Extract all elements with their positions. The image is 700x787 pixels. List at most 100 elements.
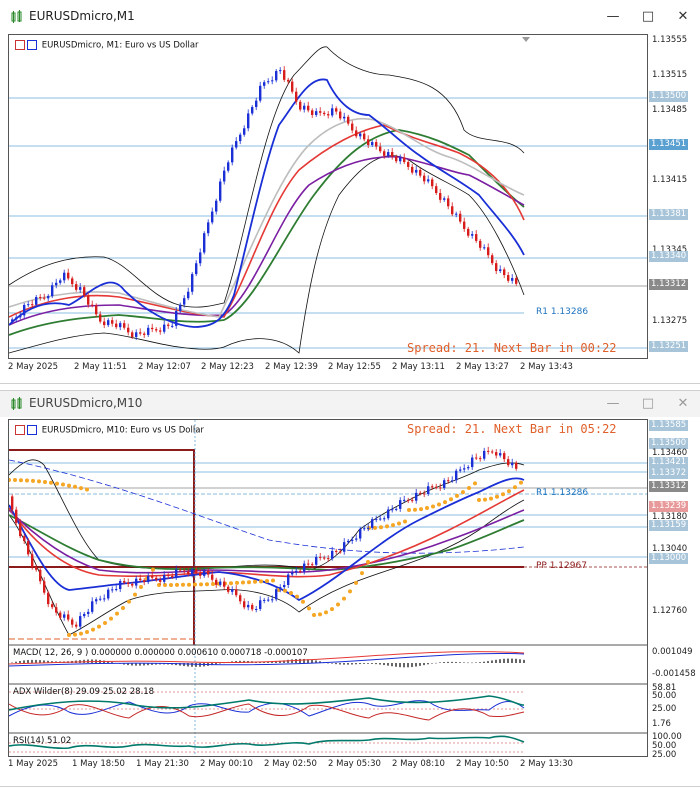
sar-dot: [324, 610, 328, 615]
price-chart-canvas[interactable]: [9, 420, 647, 756]
time-axis[interactable]: 1 May 2025 1 May 18:50 1 May 21:30 2 May…: [8, 757, 648, 773]
sar-dot: [318, 612, 322, 617]
macd-bar: [495, 659, 497, 663]
macd-bar: [19, 660, 21, 663]
sar-dot: [67, 483, 71, 488]
sar-dot: [151, 567, 155, 572]
candle-body: [335, 108, 338, 112]
macd-bar: [451, 661, 453, 663]
sar-dot: [360, 571, 364, 576]
time-tick-label: 2 May 13:30: [520, 759, 573, 769]
macd-bar: [483, 661, 485, 663]
macd-bar: [299, 658, 301, 663]
candle-body: [119, 581, 122, 590]
price-chart-canvas[interactable]: [9, 35, 647, 358]
minimize-button[interactable]: —: [606, 396, 620, 411]
level-price-box: 1.13251: [649, 341, 689, 352]
candle-body: [35, 297, 38, 305]
candle-body: [383, 151, 386, 156]
level-price-box: 1.13372: [649, 468, 689, 479]
macd-bar: [431, 663, 433, 664]
candle-body: [511, 462, 514, 466]
ma-purple: [9, 509, 525, 574]
candle-body: [71, 619, 74, 625]
candle-body: [327, 558, 330, 560]
candle-body: [291, 81, 294, 92]
window-titlebar[interactable]: EURUSDmicro,M10 — □ ✕: [0, 391, 700, 417]
level-price-box: 1.13500: [649, 438, 689, 449]
candle-body: [23, 536, 26, 542]
shift-marker-icon[interactable]: [522, 37, 530, 42]
candle-body: [43, 297, 46, 299]
window-titlebar[interactable]: EURUSDmicro,M1 — □ ✕: [0, 0, 700, 34]
macd-bar: [475, 662, 477, 663]
candle-body: [51, 285, 54, 297]
chart-window-m10[interactable]: EURUSDmicro,M10 — □ ✕: [0, 390, 700, 787]
ma-blue: [9, 78, 525, 328]
close-button[interactable]: ✕: [677, 9, 689, 24]
close-button[interactable]: ✕: [677, 396, 689, 411]
candle-body: [311, 564, 314, 566]
chart-window-m1[interactable]: EURUSDmicro,M1 — □ ✕: [0, 0, 700, 384]
candle-body: [415, 169, 418, 173]
candle-body: [227, 586, 230, 592]
sar-dot: [385, 524, 389, 529]
candle-body: [367, 139, 370, 146]
sar-dot: [336, 602, 340, 607]
candle-body: [335, 550, 338, 552]
candle-body: [495, 452, 498, 456]
price-axis[interactable]: 1.13585 1.13500 1.13460 1.13421 1.13372 …: [646, 419, 700, 760]
legend-text: EURUSDmicro, M1: Euro vs US Dollar: [41, 40, 199, 51]
maximize-button[interactable]: □: [641, 9, 655, 24]
macd-bar: [183, 663, 185, 667]
candle-body: [39, 569, 42, 582]
price-axis[interactable]: 1.13555 1.13515 1.13485 1.13415 1.13345 …: [646, 34, 700, 357]
level-price-box: 1.13239: [649, 501, 689, 512]
macd-bar: [383, 663, 385, 666]
sar-dot: [295, 594, 299, 599]
macd-bar: [519, 659, 521, 663]
candle-body: [167, 324, 170, 326]
macd-bar: [43, 660, 45, 663]
candle-body: [331, 108, 334, 116]
candle-body: [235, 589, 238, 596]
candle-body: [15, 317, 18, 320]
macd-bar: [311, 659, 313, 663]
macd-bar: [487, 661, 489, 663]
candle-body: [483, 247, 486, 249]
candle-body: [407, 499, 410, 501]
sar-dot: [348, 589, 352, 594]
macd-bar: [499, 659, 501, 663]
candle-body: [467, 228, 470, 236]
ma-green: [9, 129, 525, 336]
sar-dot: [163, 582, 167, 587]
candle-body: [371, 142, 374, 146]
candle-body: [271, 599, 274, 601]
time-axis[interactable]: 2 May 2025 2 May 11:51 2 May 12:07 2 May…: [8, 360, 648, 376]
candle-body: [219, 581, 222, 585]
candle-body: [135, 578, 138, 586]
candle-body: [79, 287, 82, 290]
candle-body: [359, 528, 362, 539]
sar-dot: [407, 508, 411, 512]
price-chart-area[interactable]: EURUSDmicro, M1: Euro vs US Dollar R1 1.…: [8, 34, 648, 359]
macd-bar: [23, 660, 25, 663]
sar-dot: [507, 489, 511, 494]
level-price-box: 1.13451: [649, 139, 689, 150]
sar-dot: [85, 487, 89, 492]
candle-body: [491, 451, 494, 453]
sar-dot: [247, 580, 251, 585]
macd-bar: [91, 659, 93, 663]
time-tick-label: 2 May 02:50: [264, 759, 317, 769]
sar-dot: [366, 559, 370, 564]
candle-body: [427, 179, 430, 182]
macd-bar: [387, 663, 389, 666]
sar-dot: [235, 580, 239, 585]
sar-dot: [283, 588, 287, 593]
price-chart-area[interactable]: EURUSDmicro, M10: Euro vs US Dollar Spre…: [8, 419, 648, 757]
maximize-button[interactable]: □: [641, 396, 655, 411]
minimize-button[interactable]: —: [606, 9, 620, 24]
candle-body: [463, 221, 466, 229]
candle-body: [59, 280, 62, 283]
macd-bar: [11, 662, 13, 664]
